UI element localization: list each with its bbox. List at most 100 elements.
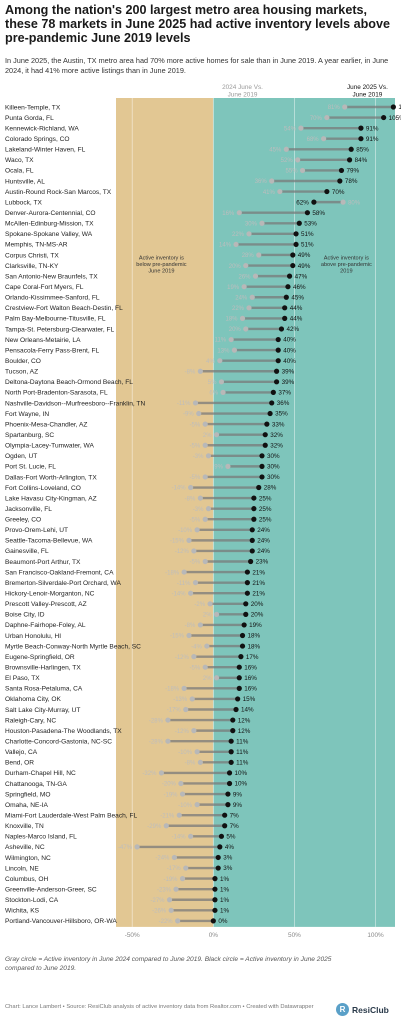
dot-2025 — [244, 580, 250, 586]
x-tick-label: 50% — [288, 932, 301, 939]
dot-2025 — [243, 601, 249, 607]
label-2024: 22% — [232, 306, 245, 312]
label-2024: 24% — [235, 295, 248, 301]
dot-2025 — [236, 664, 242, 670]
metro-label: Cape Coral-Fort Myers, FL — [5, 284, 84, 291]
metro-label: Phoenix-Mesa-Chandler, AZ — [5, 421, 87, 428]
label-2024: -18% — [165, 687, 180, 693]
chart-footnote: Gray circle = Active inventory in June 2… — [5, 956, 332, 972]
label-2024: -26% — [152, 909, 167, 915]
label-2025: 62% — [296, 199, 309, 206]
metro-label: Jacksonville, FL — [5, 506, 52, 513]
metro-label: Santa Rosa-Petaluma, CA — [5, 686, 83, 693]
metro-label: Beaumont-Port Arthur, TX — [5, 559, 81, 566]
dot-2024 — [220, 389, 226, 395]
dot-2024 — [175, 918, 181, 924]
label-2025: 46% — [293, 284, 306, 291]
dot-2024 — [176, 812, 182, 818]
dot-2024 — [191, 728, 197, 734]
label-2024: -3% — [193, 454, 204, 460]
dot-2024 — [217, 358, 223, 364]
label-2025: 30% — [267, 453, 280, 460]
metro-label: Miami-Fort Lauderdale-West Palm Beach, F… — [5, 812, 138, 819]
label-2024: -47% — [118, 845, 133, 851]
label-2024: -24% — [155, 856, 170, 862]
dot-2025 — [244, 569, 250, 575]
label-2024: 20% — [229, 327, 242, 333]
label-2025: 21% — [252, 580, 265, 587]
legend-2024: 2024 June Vs. June 2019 — [222, 84, 263, 99]
label-2024: -14% — [172, 591, 187, 597]
dot-2025 — [283, 294, 289, 300]
label-2024: -12% — [175, 655, 190, 661]
metro-label: Knoxville, TN — [5, 823, 44, 830]
dot-2025 — [278, 326, 285, 332]
metro-label: Port St. Lucie, FL — [5, 464, 56, 471]
dot-2024 — [233, 241, 239, 248]
chart-subtitle: In June 2025, the Austin, TX metro area … — [5, 56, 389, 75]
dot-2025 — [218, 833, 225, 839]
dot-2024 — [197, 759, 203, 765]
dot-2025 — [390, 104, 396, 110]
metro-label: Lubbock, TX — [5, 199, 43, 206]
label-2025: 3% — [223, 855, 233, 862]
dot-2024 — [197, 495, 203, 501]
label-2025: 25% — [259, 516, 272, 523]
dot-2024 — [181, 685, 187, 691]
dot-2025 — [293, 231, 299, 237]
metro-label: Ogden, UT — [5, 453, 37, 460]
dot-2025 — [275, 347, 281, 353]
label-2025: 28% — [264, 485, 277, 492]
dot-2024 — [205, 506, 212, 512]
label-2024: 54% — [284, 126, 297, 132]
label-2024: -15% — [170, 634, 185, 640]
label-2025: 3% — [223, 865, 233, 872]
label-2025: 4% — [225, 844, 235, 851]
label-2024: -21% — [160, 813, 175, 819]
dot-2025 — [358, 136, 364, 142]
label-2025: 25% — [259, 506, 272, 513]
metro-label: Salt Lake City-Murray, UT — [5, 707, 80, 714]
metro-label: Huntsville, AL — [5, 178, 45, 185]
dot-2025 — [262, 432, 268, 438]
label-2024: 16% — [222, 211, 235, 217]
dot-2024 — [191, 548, 197, 554]
metro-label: North Port-Bradenton-Sarasota, FL — [5, 390, 108, 397]
label-2025: 79% — [346, 168, 359, 175]
metro-label: Pensacola-Ferry Pass-Brent, FL — [5, 347, 100, 354]
dot-2025 — [285, 284, 291, 290]
label-2025: 20% — [251, 601, 264, 608]
metro-label: Houston-Pasadena-The Woodlands, TX — [5, 728, 122, 735]
label-2024: -14% — [172, 835, 187, 841]
metro-label: Memphis, TN-MS-AR — [5, 242, 68, 249]
label-2024: -2% — [194, 602, 205, 608]
metro-label: Charlotte-Concord-Gastonia, NC-SC — [5, 739, 112, 746]
dot-2025 — [358, 125, 364, 131]
dot-2024 — [163, 823, 169, 829]
label-2025: 1% — [220, 876, 230, 883]
label-2024: 41% — [263, 190, 276, 196]
dot-2025 — [251, 516, 257, 522]
label-2024: -12% — [175, 549, 190, 555]
label-2025: 20% — [251, 612, 264, 619]
metro-label: Olympia-Lacey-Tumwater, WA — [5, 443, 95, 450]
label-2025: 45% — [291, 294, 304, 301]
label-2024: 30% — [245, 221, 258, 227]
label-2024: 9% — [214, 465, 223, 471]
label-2025: 17% — [246, 654, 259, 661]
metro-label: Spokane-Spokane Valley, WA — [5, 231, 93, 238]
label-2025: 111% — [398, 104, 401, 111]
label-2025: 39% — [282, 379, 295, 386]
metro-label: Portland-Vancouver-Hillsboro, OR-WA — [5, 918, 117, 925]
metro-label: Tucson, AZ — [5, 369, 38, 376]
label-2025: 33% — [272, 421, 285, 428]
dot-2024 — [243, 326, 249, 332]
x-tick-label: 0% — [209, 932, 219, 939]
dot-2025 — [267, 410, 273, 417]
dot-2025 — [228, 759, 234, 765]
dot-2025 — [225, 791, 231, 797]
label-2024: -10% — [178, 528, 193, 534]
label-2025: 15% — [243, 696, 256, 703]
dot-2025 — [337, 178, 343, 184]
label-2025: 24% — [257, 538, 270, 545]
